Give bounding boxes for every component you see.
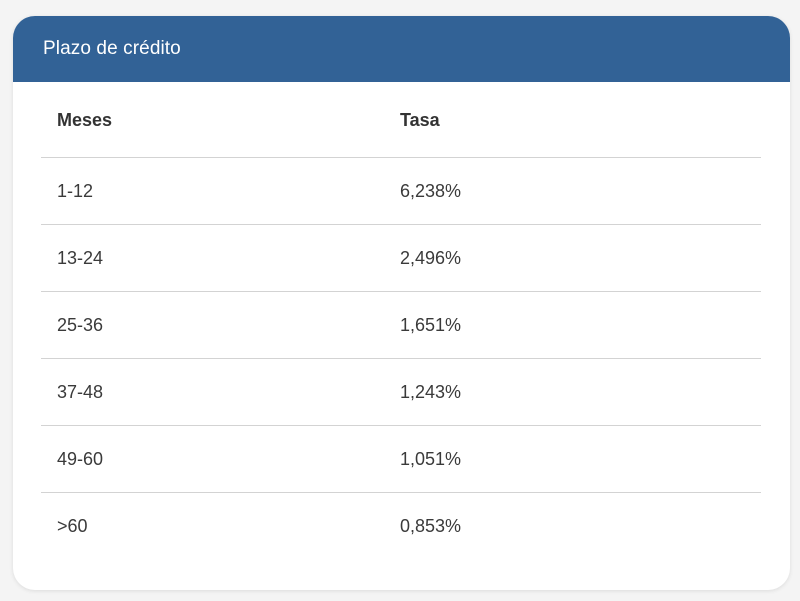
table-header-row: Meses Tasa: [41, 82, 761, 158]
rate-cell: 2,496%: [400, 247, 462, 268]
table-row: 1-12 6,238%: [41, 158, 761, 225]
table-row: >60 0,853%: [41, 493, 761, 560]
months-cell: 37-48: [57, 381, 104, 402]
card-header: Plazo de crédito: [13, 16, 790, 82]
rate-cell: 1,651%: [400, 314, 462, 335]
header-months: Meses: [57, 109, 113, 130]
header-rate: Tasa: [400, 109, 440, 130]
rate-cell: 1,243%: [400, 381, 462, 402]
rate-cell: 0,853%: [400, 516, 462, 536]
credit-term-card: Plazo de crédito Meses Tasa 1-12 6,238% …: [13, 16, 790, 590]
months-cell: 49-60: [57, 448, 104, 469]
table-row: 37-48 1,243%: [41, 359, 761, 426]
months-cell: 25-36: [57, 314, 104, 335]
table-row: 25-36 1,651%: [41, 292, 761, 359]
rate-cell: 6,238%: [400, 180, 462, 201]
months-cell: 13-24: [57, 247, 104, 268]
rate-cell: 1,051%: [400, 448, 462, 469]
months-cell: 1-12: [57, 180, 94, 201]
table-row: 13-24 2,496%: [41, 225, 761, 292]
months-cell: >60: [57, 516, 88, 536]
table-row: 49-60 1,051%: [41, 426, 761, 493]
card-title: Plazo de crédito: [43, 38, 181, 59]
rates-table: Meses Tasa 1-12 6,238% 13-24 2,496% 25-3…: [41, 82, 761, 560]
